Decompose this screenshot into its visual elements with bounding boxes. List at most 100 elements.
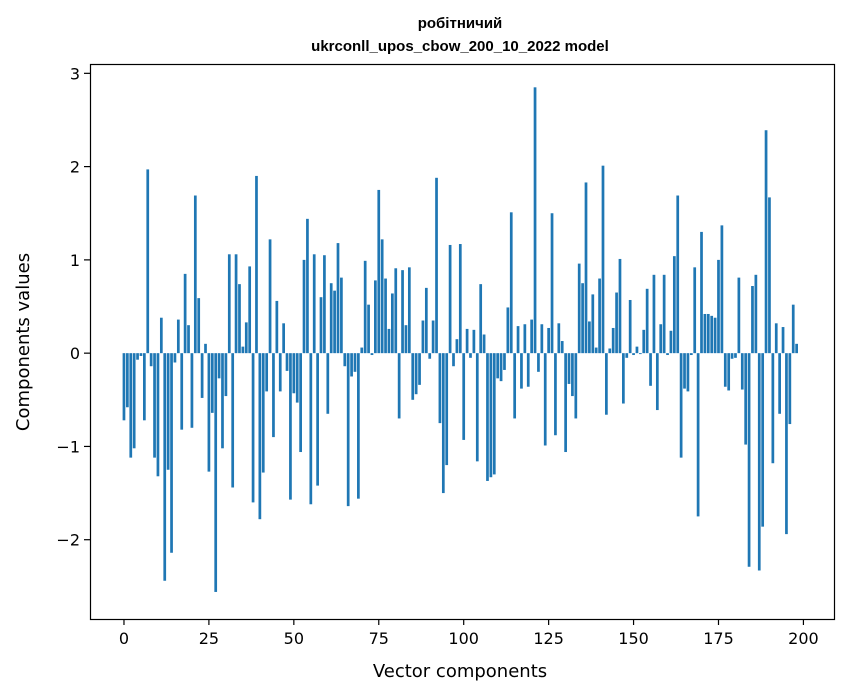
bar-component-166 — [686, 353, 690, 392]
bar-series — [122, 87, 798, 592]
bar-component-140 — [598, 278, 601, 354]
bar-component-146 — [618, 258, 622, 354]
x-tick-label: 150 — [618, 629, 649, 648]
bar-component-100 — [462, 353, 466, 440]
bar-component-197 — [791, 304, 795, 354]
bar-component-183 — [744, 353, 748, 445]
bar-component-69 — [357, 353, 360, 499]
bar-component-153 — [642, 329, 646, 354]
bar-component-38 — [251, 353, 255, 503]
bar-component-180 — [734, 353, 737, 358]
x-tick-label: 50 — [284, 629, 304, 648]
bar-component-39 — [255, 175, 258, 354]
bar-component-31 — [227, 254, 231, 354]
bar-component-40 — [258, 353, 262, 520]
bar-component-26 — [210, 353, 214, 413]
bar-component-176 — [720, 225, 724, 354]
bar-component-52 — [299, 353, 302, 453]
bar-component-20 — [190, 353, 194, 428]
bar-component-12 — [163, 353, 167, 581]
bar-component-136 — [584, 182, 588, 354]
bar-component-4 — [136, 353, 139, 360]
bar-component-133 — [574, 353, 578, 419]
bar-component-33 — [234, 254, 238, 354]
bar-component-75 — [377, 189, 381, 354]
x-tick-label: 175 — [703, 629, 734, 648]
bar-component-85 — [411, 353, 415, 400]
bar-component-70 — [360, 347, 364, 354]
bar-component-91 — [431, 320, 435, 354]
bar-component-138 — [591, 294, 595, 354]
bar-component-55 — [309, 353, 313, 505]
bar-component-22 — [197, 298, 201, 354]
bar-component-82 — [401, 270, 404, 354]
y-tick-label: 2 — [70, 158, 80, 177]
bar-component-142 — [605, 353, 608, 415]
bar-component-132 — [571, 353, 574, 397]
bar-component-137 — [588, 321, 591, 354]
bar-component-102 — [469, 353, 472, 358]
bar-component-76 — [380, 239, 384, 354]
bar-component-128 — [557, 323, 561, 354]
x-axis-ticks: 0 25 50 75 100 125 150 175 200 — [119, 619, 819, 648]
y-axis-label: Components values — [13, 253, 34, 431]
bar-component-182 — [740, 353, 744, 390]
bar-component-0 — [122, 353, 126, 421]
bar-component-1 — [126, 353, 129, 408]
bar-component-96 — [448, 244, 452, 354]
bar-component-36 — [244, 322, 248, 354]
bar-component-122 — [537, 353, 540, 372]
x-tick-label: 125 — [533, 629, 564, 648]
bar-component-191 — [771, 353, 775, 464]
bar-component-93 — [438, 353, 442, 424]
bar-component-116 — [516, 326, 520, 354]
bar-component-187 — [757, 353, 761, 571]
bar-component-196 — [788, 353, 792, 425]
bar-component-141 — [601, 165, 605, 354]
x-axis-label: Vector components — [373, 661, 547, 682]
bar-component-99 — [458, 244, 462, 354]
bar-component-2 — [129, 353, 133, 458]
bar-component-152 — [639, 353, 642, 355]
y-tick-label: −2 — [56, 531, 80, 550]
bar-component-160 — [666, 353, 669, 356]
bar-component-117 — [520, 353, 523, 389]
bar-component-9 — [153, 353, 156, 458]
bar-component-169 — [696, 353, 700, 517]
bar-component-48 — [285, 353, 289, 371]
bar-component-18 — [183, 273, 187, 354]
bar-component-198 — [795, 343, 798, 354]
bar-component-181 — [737, 277, 741, 354]
bar-component-29 — [221, 353, 224, 449]
bar-component-51 — [295, 353, 299, 403]
bar-component-42 — [265, 353, 269, 392]
bar-component-109 — [492, 353, 496, 475]
bar-component-163 — [676, 195, 680, 354]
bar-component-5 — [139, 353, 143, 356]
bar-component-45 — [275, 300, 279, 354]
bar-component-139 — [594, 347, 598, 354]
bar-component-134 — [577, 263, 581, 354]
bar-component-16 — [176, 319, 180, 354]
bar-component-114 — [509, 212, 513, 354]
bar-component-185 — [751, 286, 754, 354]
bar-component-119 — [526, 353, 530, 387]
bar-component-83 — [404, 325, 408, 354]
bar-component-79 — [391, 293, 394, 354]
bar-component-66 — [346, 353, 350, 507]
bar-component-84 — [407, 267, 411, 354]
bar-component-167 — [689, 353, 693, 356]
bar-component-7 — [146, 169, 150, 354]
bar-component-178 — [727, 353, 731, 391]
bar-component-90 — [428, 353, 432, 359]
bar-component-27 — [214, 353, 218, 592]
bar-component-62 — [333, 290, 336, 354]
x-tick-label: 100 — [448, 629, 479, 648]
bar-component-111 — [499, 353, 503, 382]
bar-component-10 — [156, 353, 160, 477]
bar-component-15 — [173, 353, 177, 363]
bar-component-86 — [414, 353, 418, 395]
bar-component-25 — [207, 353, 211, 472]
bar-component-186 — [754, 274, 758, 354]
bar-component-144 — [611, 327, 615, 354]
